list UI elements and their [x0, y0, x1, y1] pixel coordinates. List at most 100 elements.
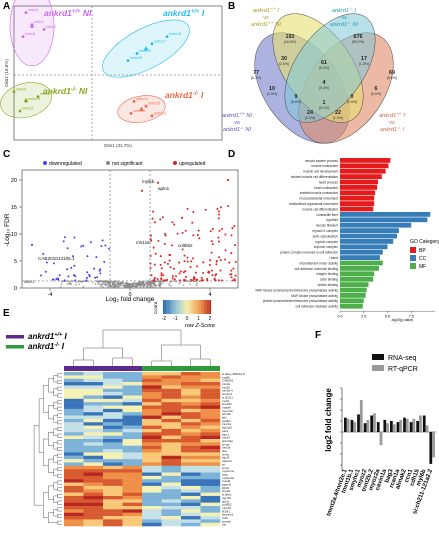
volcano-point — [166, 278, 169, 281]
heatmap-cell — [142, 499, 162, 503]
volcano-point — [66, 247, 69, 250]
volcano-point — [154, 252, 157, 255]
heatmap-cell — [181, 502, 201, 507]
volcano-point — [153, 263, 156, 266]
validation-bar — [409, 422, 413, 432]
volcano-point — [149, 267, 152, 270]
heatmap-cell — [103, 506, 123, 510]
heatmap-cell — [142, 455, 162, 460]
heatmap-cell — [122, 418, 143, 423]
heatmap-cell — [103, 475, 123, 480]
heatmap-cell — [103, 412, 123, 416]
go-bar — [340, 158, 391, 163]
heatmap-cell — [161, 445, 182, 450]
heatmap-cell — [83, 499, 104, 503]
volcano-point — [116, 282, 119, 285]
heatmap-cell — [122, 395, 143, 399]
heatmap-cell — [122, 445, 143, 450]
heatmap-cell — [181, 475, 201, 480]
volcano-point — [185, 276, 188, 279]
heatmap-cell — [181, 452, 201, 456]
heatmap-cell — [83, 405, 104, 410]
heatmap-cell — [64, 375, 84, 379]
heatmap-cell — [142, 509, 162, 513]
heatmap-scale-cell — [195, 300, 197, 314]
heatmap-cell — [64, 452, 84, 456]
volcano-ytick-label: 10 — [11, 232, 17, 238]
heatmap-scale-cell — [202, 300, 204, 314]
volcano-point — [61, 280, 64, 283]
heatmap-cell — [122, 462, 143, 466]
go-legend-label: MF — [419, 264, 426, 270]
volcano-point — [221, 227, 224, 230]
heatmap-cell — [161, 415, 182, 420]
heatmap-cell — [83, 495, 104, 500]
venn-region-count: 77 — [253, 70, 259, 76]
volcano-xtick-label: 0 — [128, 292, 131, 298]
volcano-point — [195, 284, 198, 286]
volcano-point — [59, 286, 62, 288]
volcano-point — [231, 227, 234, 230]
heatmap-cell — [64, 459, 84, 463]
volcano-point — [173, 223, 176, 226]
go-term-label: muscle contraction — [311, 164, 338, 168]
heatmap-cell — [122, 412, 143, 416]
volcano-point — [85, 279, 88, 282]
heatmap-group-label: ankrd1-/- I — [28, 342, 65, 351]
heatmap-cell — [200, 475, 221, 480]
heatmap-cell — [200, 499, 221, 503]
volcano-point — [66, 283, 69, 286]
volcano-point — [218, 213, 221, 216]
volcano-point — [218, 279, 221, 282]
volcano-ytick-label: 0 — [14, 286, 17, 292]
pca-panel: A mrbc4 mrbc3 mrbc5 mrbc2 mrbc19 mrbc20 mrbc17… — [0, 0, 223, 148]
volcano-point — [173, 278, 176, 281]
heatmap-group-bar — [64, 366, 220, 371]
heatmap-cell — [142, 428, 162, 433]
pca-point — [12, 90, 16, 94]
volcano-legend-dot — [43, 161, 47, 165]
heatmap-cell — [181, 372, 201, 376]
heatmap-cell — [200, 408, 221, 413]
heatmap-cell — [142, 489, 162, 493]
heatmap-cell — [200, 442, 221, 446]
volcano-point — [168, 282, 171, 284]
heatmap-cell — [122, 469, 143, 473]
go-term-label: muscle filament — [316, 224, 338, 228]
volcano-point — [234, 260, 237, 263]
heatmap-cell — [83, 439, 104, 443]
volcano-point — [77, 280, 80, 283]
validation-bar — [432, 432, 435, 458]
heatmap-cell — [200, 522, 221, 527]
volcano-point — [100, 244, 103, 247]
heatmap-cell — [200, 489, 221, 493]
heatmap-cell — [142, 519, 162, 523]
volcano-point — [139, 285, 141, 288]
heatmap-cell — [64, 512, 84, 517]
heatmap-cell — [142, 439, 162, 443]
heatmap-gene-label: vmhc — [222, 452, 230, 456]
heatmap-cell — [161, 499, 182, 503]
volcano-point — [180, 216, 184, 219]
heatmap-scale-cell — [185, 300, 188, 314]
go-term-label: heart contraction — [314, 186, 338, 190]
volcano-point — [149, 262, 152, 265]
volcano-point — [199, 280, 202, 283]
heatmap-cell — [83, 516, 104, 520]
volcano-point — [42, 252, 45, 255]
volcano-point — [126, 282, 128, 284]
venn-set-label: vs — [234, 120, 240, 126]
volcano-point — [80, 280, 82, 283]
volcano-legend: downregulated not significant upregulated — [43, 161, 206, 167]
heatmap-cell — [122, 452, 143, 456]
venn-region-percent: (59.2%) — [352, 40, 365, 44]
volcano-point — [214, 274, 217, 277]
validation-bar — [399, 419, 403, 432]
heatmap-cell — [103, 372, 123, 376]
volcano-point — [89, 241, 92, 244]
go-legend: GO Category BP CC MF — [410, 239, 439, 270]
volcano-point — [217, 256, 220, 259]
venn-region-count: 61 — [321, 60, 327, 66]
venn-set-label: ankrd1+/+ I — [253, 6, 279, 15]
heatmap-cell — [122, 425, 143, 430]
